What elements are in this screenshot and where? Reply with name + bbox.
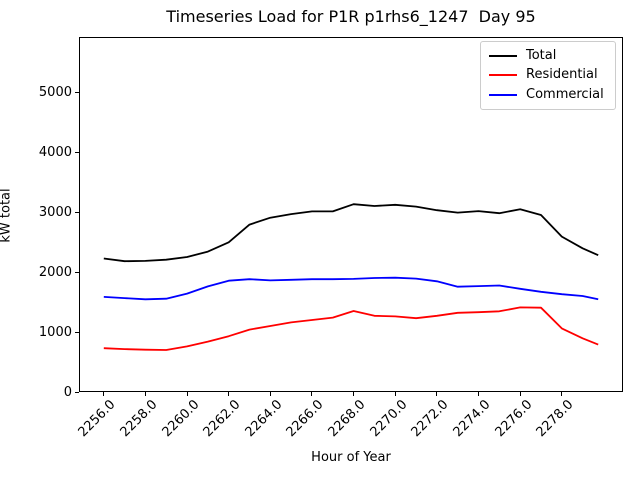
series-line-commercial [103,276,599,301]
legend: Total Residential Commercial [480,41,616,110]
x-tick-mark [311,392,313,396]
x-tick-mark [436,392,438,396]
legend-label: Total [526,47,557,63]
chart-title: Timeseries Load for P1R p1rhs6_1247 Day … [166,7,536,26]
y-tick-mark [75,271,79,273]
x-tick-mark [103,392,105,396]
x-tick-mark [353,392,355,396]
x-tick-mark [561,392,563,396]
x-tick-mark [228,392,230,396]
y-tick-label: 2000 [38,264,72,280]
x-tick-mark [186,392,188,396]
y-tick-label: 5000 [38,84,72,100]
y-tick-mark [75,391,79,393]
legend-label: Residential [526,67,598,83]
x-tick-mark [394,392,396,396]
x-tick-mark [478,392,480,396]
y-tick-mark [75,211,79,213]
y-tick-mark [75,91,79,93]
legend-line-sample-residential [489,74,517,77]
legend-entry-residential: Residential [489,68,607,82]
series-line-residential [103,306,599,351]
y-tick-mark [75,151,79,153]
y-tick-mark [75,331,79,333]
y-tick-label: 3000 [38,204,72,220]
legend-line-sample-commercial [489,94,517,97]
y-tick-label: 1000 [38,324,72,340]
y-tick-label: 4000 [38,144,72,160]
series-line-total [103,203,599,263]
x-tick-mark [144,392,146,396]
legend-line-sample-total [489,54,517,57]
plot-area [79,37,623,392]
legend-entry-total: Total [489,47,607,63]
x-axis-label: Hour of Year [311,450,391,465]
legend-entry-commercial: Commercial [489,88,607,102]
x-tick-mark [269,392,271,396]
legend-label: Commercial [526,87,604,103]
y-tick-label: 0 [63,384,72,400]
x-tick-mark [519,392,521,396]
